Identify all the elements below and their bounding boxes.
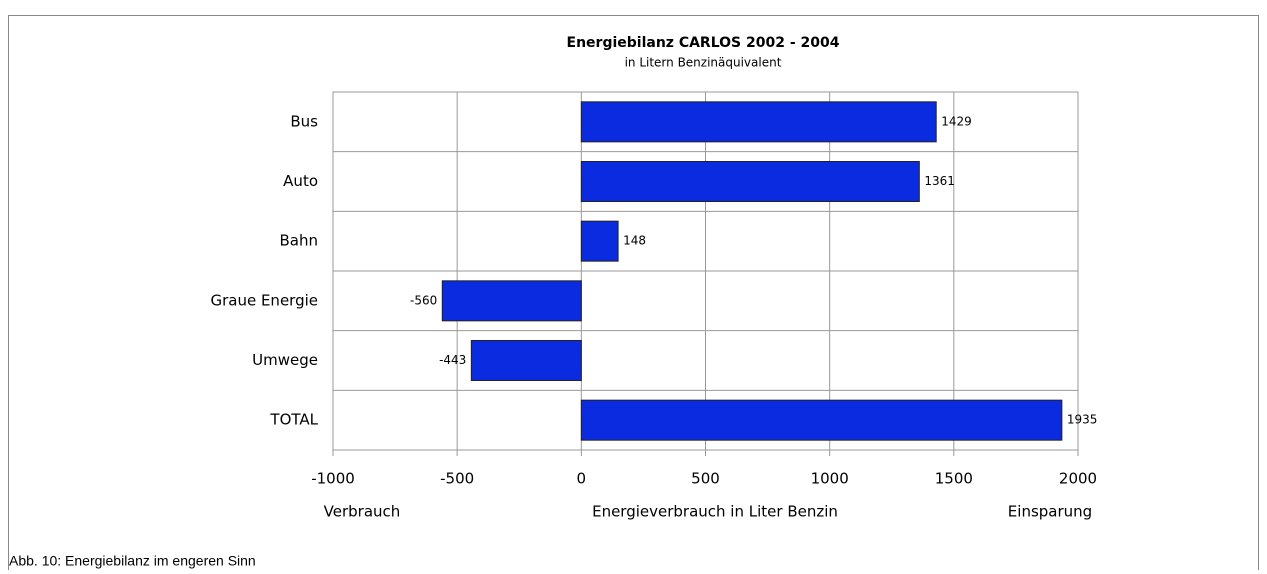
bar xyxy=(441,280,582,322)
y-tick-label: Auto xyxy=(283,172,318,190)
caption: Abb. 10: Energiebilanz im engeren Sinn xyxy=(9,553,256,569)
frame xyxy=(8,15,1259,574)
y-tick-label: Bahn xyxy=(280,232,319,250)
y-tick-label: Umwege xyxy=(252,351,318,369)
y-tick-label: Bus xyxy=(290,112,318,130)
y-tick-label: TOTAL xyxy=(269,411,318,429)
x-label: Energieverbrauch in Liter Benzin xyxy=(592,503,838,521)
x-tick-label: 0 xyxy=(577,470,587,488)
chart-subtitle: in Litern Benzinäquivalent xyxy=(625,56,782,70)
chart-title: Energiebilanz CARLOS 2002 - 2004 xyxy=(567,35,840,51)
bar xyxy=(580,161,920,202)
x-tick-label: 2000 xyxy=(1059,470,1097,488)
x-tick-label: 1000 xyxy=(811,470,849,488)
value-label: -443 xyxy=(439,353,466,367)
x-label-left: Verbrauch xyxy=(324,503,401,521)
x-tick-label: -500 xyxy=(440,470,474,488)
value-label: 1361 xyxy=(924,174,955,188)
x-tick-label: -1000 xyxy=(311,470,355,488)
x-tick-label: 500 xyxy=(691,470,720,488)
value-label: -560 xyxy=(410,293,437,307)
x-tick-label: 1500 xyxy=(935,470,973,488)
bar xyxy=(580,101,937,143)
bar xyxy=(580,220,619,262)
value-label: 1935 xyxy=(1067,413,1098,427)
bar xyxy=(470,340,582,381)
bar xyxy=(580,399,1063,441)
value-label: 1429 xyxy=(941,114,972,128)
x-label-right: Einsparung xyxy=(1008,503,1092,521)
value-label: 148 xyxy=(623,234,646,248)
y-tick-label: Graue Energie xyxy=(210,291,318,309)
